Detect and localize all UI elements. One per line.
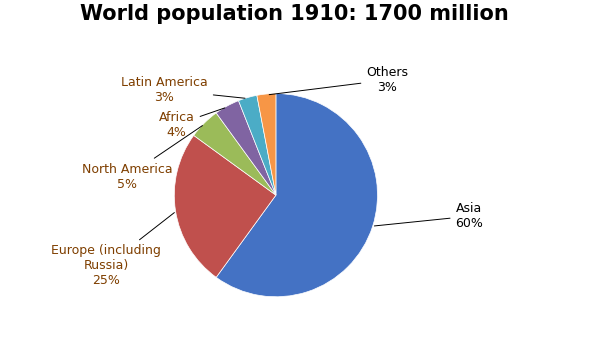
Text: Asia
60%: Asia 60% [375,202,484,230]
Wedge shape [194,113,276,195]
Title: World population 1910: 1700 million: World population 1910: 1700 million [80,4,509,24]
Wedge shape [239,95,276,195]
Text: Latin America
3%: Latin America 3% [121,76,245,104]
Text: North America
5%: North America 5% [82,126,203,191]
Wedge shape [257,94,276,195]
Wedge shape [216,94,378,297]
Text: Africa
4%: Africa 4% [159,108,225,139]
Text: Europe (including
Russia)
25%: Europe (including Russia) 25% [51,213,174,287]
Wedge shape [174,135,276,277]
Text: Others
3%: Others 3% [269,66,408,95]
Wedge shape [216,101,276,195]
